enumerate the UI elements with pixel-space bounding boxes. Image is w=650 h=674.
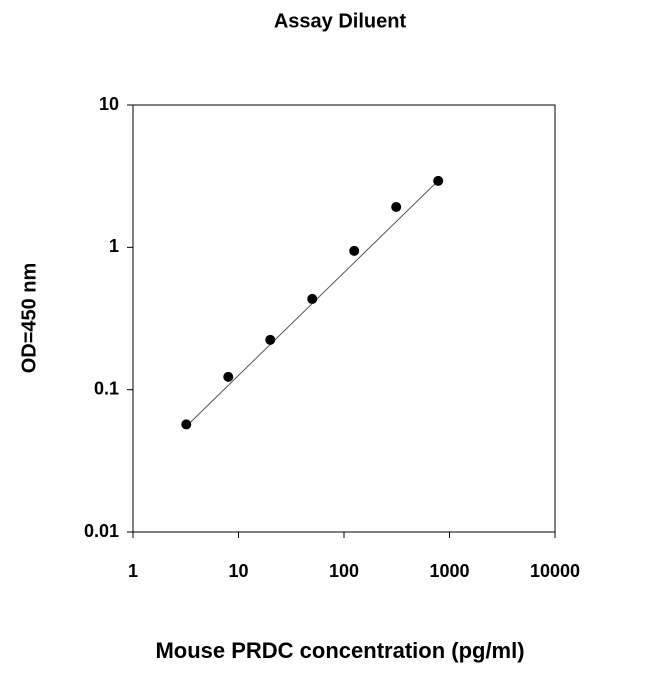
data-point — [265, 334, 276, 345]
data-point — [307, 293, 318, 304]
data-point — [391, 202, 402, 213]
data-point — [433, 175, 444, 186]
data-point — [181, 419, 192, 430]
data-point — [223, 371, 234, 382]
y-axis-label: OD=450 nm — [18, 263, 40, 374]
x-tick-label: 100 — [329, 561, 359, 581]
x-tick-label: 1 — [128, 561, 138, 581]
x-axis-label: Mouse PRDC concentration (pg/ml) — [155, 638, 524, 663]
data-point — [349, 245, 360, 256]
x-tick-label: 10 — [228, 561, 248, 581]
plot-frame — [132, 104, 556, 533]
x-tick-label: 10000 — [530, 561, 580, 581]
y-tick-label: 0.1 — [94, 378, 119, 398]
chart-title: Assay Diluent — [274, 10, 407, 32]
x-tick-label: 1000 — [429, 561, 469, 581]
y-tick-label: 1 — [109, 236, 119, 256]
y-tick-label: 0.01 — [84, 521, 119, 541]
y-tick-label: 10 — [99, 94, 119, 114]
